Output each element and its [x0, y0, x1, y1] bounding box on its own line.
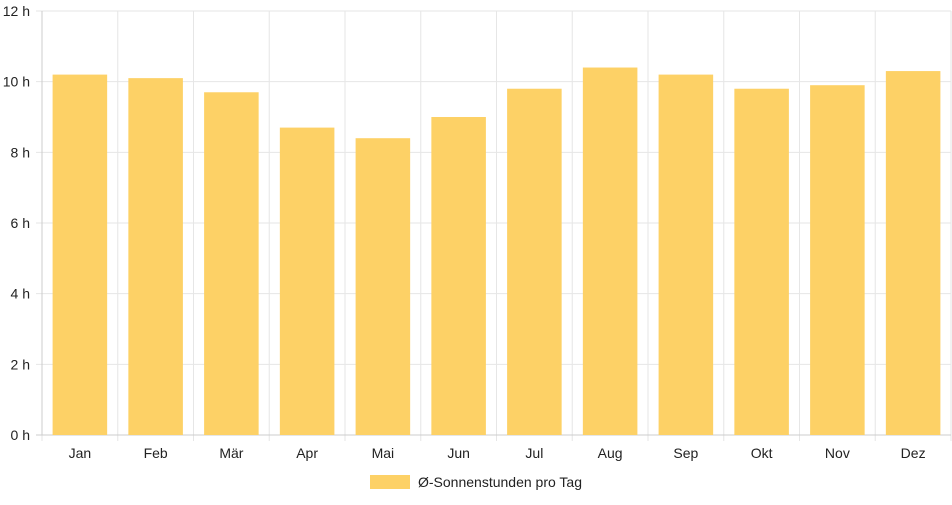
bar-mai[interactable] [355, 138, 411, 435]
y-tick-label: 2 h [11, 356, 30, 372]
bar-aug[interactable] [582, 67, 638, 436]
x-tick-label: Apr [296, 445, 318, 461]
x-tick-label: Feb [144, 445, 168, 461]
x-tick-label: Mär [219, 445, 243, 461]
bar-jul[interactable] [507, 88, 562, 435]
x-tick-label: Mai [372, 445, 395, 461]
bar-feb[interactable] [128, 78, 183, 435]
x-tick-label: Aug [598, 445, 623, 461]
bar-okt[interactable] [734, 88, 789, 435]
bar-apr[interactable] [279, 127, 335, 435]
y-tick-label: 12 h [3, 3, 30, 19]
x-tick-label: Jun [447, 445, 470, 461]
x-tick-label: Nov [825, 445, 850, 461]
x-tick-label: Okt [751, 445, 773, 461]
bars [52, 67, 941, 436]
x-tick-label: Jan [69, 445, 92, 461]
legend[interactable]: Ø-Sonnenstunden pro Tag [370, 474, 582, 490]
grid-lines [36, 10, 952, 441]
y-tick-label: 8 h [11, 144, 30, 160]
bar-jan[interactable] [52, 74, 108, 435]
bar-jun[interactable] [431, 117, 486, 435]
bar-dez[interactable] [885, 71, 941, 436]
legend-label[interactable]: Ø-Sonnenstunden pro Tag [418, 474, 582, 490]
legend-swatch[interactable] [370, 475, 410, 489]
x-tick-label: Sep [673, 445, 698, 461]
x-tick-label: Jul [525, 445, 543, 461]
x-tick-label: Dez [901, 445, 926, 461]
bar-sep[interactable] [658, 74, 714, 435]
y-tick-label: 10 h [3, 74, 30, 90]
axes: 0 h 2 h 4 h 6 h 8 h 10 h 12 h Jan Feb Mär Apr Mai Ju… [3, 3, 926, 461]
y-tick-label: 4 h [11, 286, 30, 302]
y-tick-label: 6 h [11, 215, 30, 231]
bar-mär[interactable] [204, 92, 259, 436]
bar-nov[interactable] [810, 85, 865, 435]
y-tick-label: 0 h [11, 427, 30, 443]
